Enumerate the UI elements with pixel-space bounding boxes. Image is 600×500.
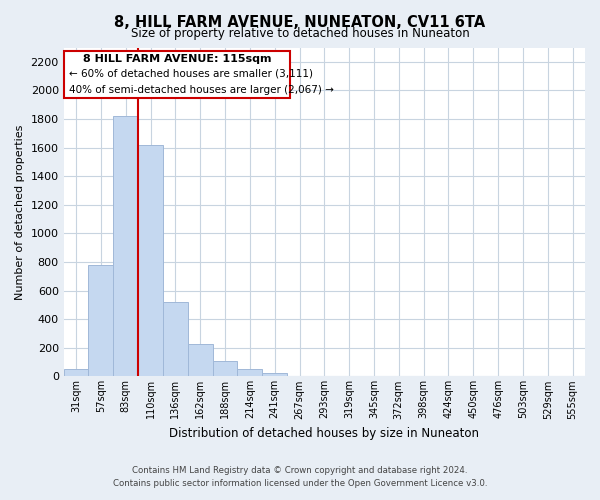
Y-axis label: Number of detached properties: Number of detached properties [15,124,25,300]
Text: 40% of semi-detached houses are larger (2,067) →: 40% of semi-detached houses are larger (… [69,86,334,96]
Bar [238,368,262,376]
Bar [188,344,212,376]
X-axis label: Distribution of detached houses by size in Nuneaton: Distribution of detached houses by size … [169,427,479,440]
FancyBboxPatch shape [64,51,290,98]
Bar [212,362,238,376]
Bar [113,116,138,376]
Bar [262,373,287,376]
Text: ← 60% of detached houses are smaller (3,111): ← 60% of detached houses are smaller (3,… [69,69,313,79]
Text: Contains HM Land Registry data © Crown copyright and database right 2024.
Contai: Contains HM Land Registry data © Crown c… [113,466,487,487]
Text: 8, HILL FARM AVENUE, NUNEATON, CV11 6TA: 8, HILL FARM AVENUE, NUNEATON, CV11 6TA [115,15,485,30]
Bar [163,302,188,376]
Bar [64,369,88,376]
Text: 8 HILL FARM AVENUE: 115sqm: 8 HILL FARM AVENUE: 115sqm [83,54,271,64]
Text: Size of property relative to detached houses in Nuneaton: Size of property relative to detached ho… [131,28,469,40]
Bar [88,265,113,376]
Bar [138,144,163,376]
